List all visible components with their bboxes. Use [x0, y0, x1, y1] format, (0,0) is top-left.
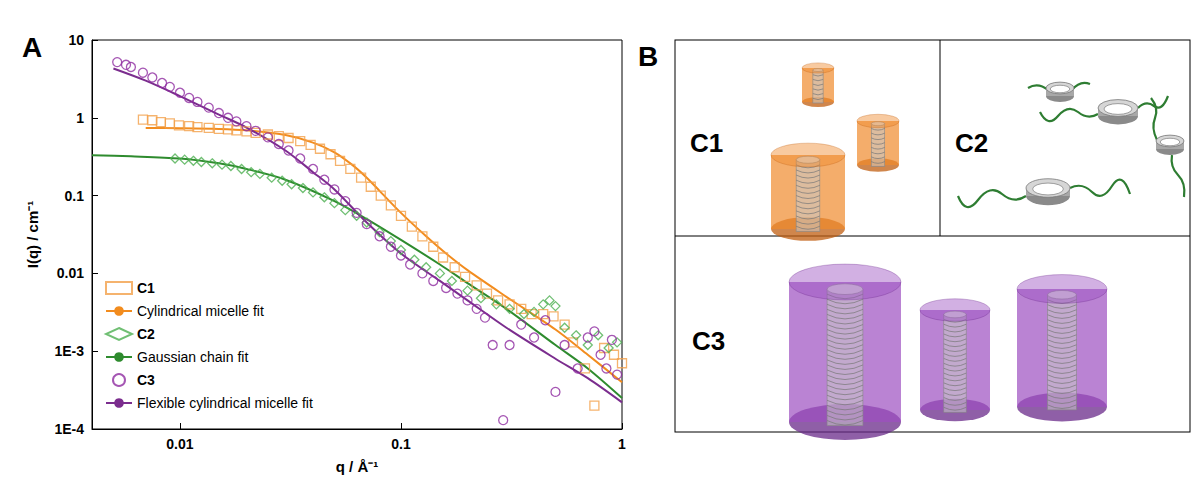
svg-text:C3: C3 [137, 372, 155, 388]
html-text:A: A [22, 32, 43, 63]
svg-text:0.1: 0.1 [65, 188, 85, 204]
svg-text:C1: C1 [137, 280, 155, 296]
svg-text:0.01: 0.01 [57, 265, 84, 281]
svg-text:C3: C3 [692, 326, 725, 356]
svg-text:C2: C2 [955, 128, 988, 158]
svg-text:C1: C1 [690, 128, 723, 158]
svg-text:Cylindrical micelle fit: Cylindrical micelle fit [137, 303, 264, 319]
svg-text:C2: C2 [137, 326, 155, 342]
svg-text:q / Å⁻¹: q / Å⁻¹ [336, 458, 379, 475]
svg-text:Flexible cylindrical micelle f: Flexible cylindrical micelle fit [137, 395, 313, 411]
svg-text:1: 1 [618, 436, 626, 452]
svg-text:Gaussian chain fit: Gaussian chain fit [137, 349, 248, 365]
svg-text:B: B [638, 41, 658, 72]
svg-text:10: 10 [68, 32, 84, 48]
svg-text:0.01: 0.01 [166, 436, 193, 452]
svg-text:0.1: 0.1 [391, 436, 411, 452]
svg-text:1E-3: 1E-3 [54, 343, 84, 359]
svg-text:I(q) / cm⁻¹: I(q) / cm⁻¹ [24, 201, 41, 269]
svg-text:1E-4: 1E-4 [54, 421, 84, 437]
svg-text:1: 1 [76, 110, 84, 126]
